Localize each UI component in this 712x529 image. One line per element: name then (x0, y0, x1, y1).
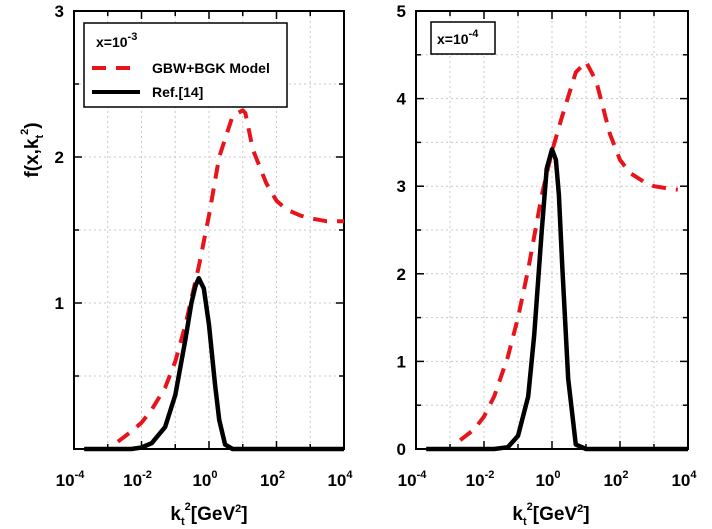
right-series-ref14-line (426, 147, 688, 452)
right-x-tick-exp: 2 (622, 469, 628, 481)
right-xlabel-close: ] (583, 504, 589, 525)
left-x-tick-exp: 2 (279, 469, 285, 481)
right-series-gbw-bgk-line (458, 59, 679, 442)
right-xlabel-rest-sup: 2 (577, 503, 583, 515)
right-xlabel-sub: t (523, 516, 527, 528)
right-x-tick-exp: -2 (485, 469, 495, 481)
right-y-tick-label: 5 (397, 2, 406, 21)
right-x-tick-label: 100 (535, 469, 560, 490)
right-annotation: x=10-4 (437, 28, 479, 47)
right-xlabel-sup: 2 (527, 501, 533, 513)
left-xlabel-sup: 2 (185, 501, 191, 513)
right-x-tick-exp: 4 (690, 469, 697, 481)
right-x-tick-label: 102 (603, 469, 628, 490)
left-x-tick-base: 10 (260, 471, 279, 490)
left-x-tick-base: 10 (56, 471, 75, 490)
left-x-tick-label: 102 (260, 469, 285, 490)
right-xlabel-main: k (512, 504, 523, 525)
left-annotation-sup: -3 (128, 31, 138, 43)
right-y-tick-label: 2 (397, 265, 406, 284)
right-x-tick-label: 10-2 (466, 469, 495, 490)
left-x-tick-exp: 0 (211, 469, 217, 481)
left-annotation-base: x=10 (96, 34, 128, 50)
left-xlabel-rest-sup: 2 (235, 503, 241, 515)
left-legend: x=10-3 GBW+BGK Model Ref.[14] (83, 22, 288, 108)
right-x-axis-label: kt2[GeV2] (512, 501, 589, 528)
left-y-tick-label: 2 (55, 148, 64, 167)
left-x-tick-base: 10 (123, 471, 142, 490)
left-series-ref14-line (84, 275, 344, 452)
left-x-axis-label: kt2[GeV2] (170, 501, 247, 528)
right-x-tick-base: 10 (466, 471, 485, 490)
right-x-tick-base: 10 (603, 471, 622, 490)
right-x-tick-label: 10-4 (398, 469, 428, 490)
left-xlabel-main: k (170, 504, 181, 525)
left-y-tick-label: 3 (55, 2, 64, 21)
left-series-group (84, 108, 344, 452)
right-annotation-box: x=10-4 (430, 21, 496, 55)
right-annotation-frame (430, 21, 496, 55)
left-x-tick-base: 10 (192, 471, 211, 490)
right-annotation-base: x=10 (437, 31, 469, 47)
right-y-tick-label: 4 (397, 90, 407, 109)
ylabel-main: f(x,k (22, 138, 43, 178)
right-x-tick-base: 10 (671, 471, 690, 490)
left-xlabel-rest: [GeV (191, 504, 236, 525)
ylabel-sup: 2 (19, 129, 31, 135)
left-x-tick-exp: -2 (142, 469, 152, 481)
left-x-tick-label: 100 (192, 469, 217, 490)
right-annotation-sup: -4 (469, 28, 480, 40)
right-x-tick-exp: -4 (417, 469, 428, 481)
right-x-tick-label: 104 (671, 469, 697, 490)
legend-label-gbw: GBW+BGK Model (152, 60, 270, 76)
left-series-gbw-bgk-line (116, 108, 344, 444)
left-y-tick-label: 1 (55, 294, 64, 313)
left-x-tick-exp: 4 (346, 469, 353, 481)
right-y-tick-label: 0 (397, 440, 406, 459)
left-y-axis-label: f(x,kt2) (19, 122, 46, 177)
left-gridlines (74, 11, 344, 449)
right-y-tick-label: 1 (397, 352, 406, 371)
left-xlabel-close: ] (241, 504, 247, 525)
left-annotation: x=10-3 (96, 31, 137, 50)
right-gridlines (416, 11, 688, 449)
ylabel-close: ) (22, 122, 43, 128)
left-x-tick-label: 10-2 (123, 469, 152, 490)
ylabel-sub: t (34, 135, 46, 139)
right-x-tick-base: 10 (535, 471, 554, 490)
legend-label-ref: Ref.[14] (152, 84, 203, 100)
left-x-tick-base: 10 (327, 471, 346, 490)
left-x-tick-exp: -4 (75, 469, 86, 481)
right-xlabel-rest: [GeV (533, 504, 578, 525)
left-xlabel-sub: t (181, 516, 185, 528)
right-x-tick-base: 10 (398, 471, 417, 490)
right-series-group (426, 59, 688, 452)
left-x-tick-label: 10-4 (56, 469, 86, 490)
right-x-tick-exp: 0 (554, 469, 560, 481)
left-x-tick-label: 104 (327, 469, 353, 490)
right-y-tick-label: 3 (397, 177, 406, 196)
